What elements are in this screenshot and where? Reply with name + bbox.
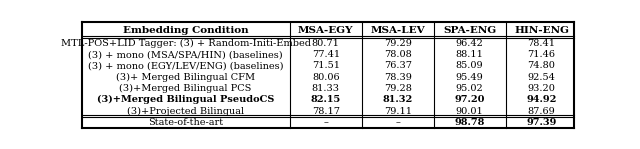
Text: (3) + mono (EGY/LEV/ENG) (baselines): (3) + mono (EGY/LEV/ENG) (baselines) bbox=[88, 61, 284, 70]
Text: –: – bbox=[323, 118, 328, 127]
Text: 95.02: 95.02 bbox=[456, 84, 483, 93]
Text: 90.01: 90.01 bbox=[456, 107, 483, 116]
Text: 79.28: 79.28 bbox=[384, 84, 412, 93]
Text: 93.20: 93.20 bbox=[527, 84, 556, 93]
Text: 98.78: 98.78 bbox=[454, 118, 484, 127]
Text: 78.39: 78.39 bbox=[384, 73, 412, 82]
Text: 71.46: 71.46 bbox=[527, 50, 556, 59]
Text: 97.39: 97.39 bbox=[526, 118, 557, 127]
Text: 85.09: 85.09 bbox=[456, 61, 483, 70]
Text: 81.33: 81.33 bbox=[312, 84, 340, 93]
Text: MSA-LEV: MSA-LEV bbox=[371, 26, 425, 35]
Text: Embedding Condition: Embedding Condition bbox=[123, 26, 248, 35]
Text: State-of-the-art: State-of-the-art bbox=[148, 118, 223, 127]
Text: (3)+ Merged Bilingual CFM: (3)+ Merged Bilingual CFM bbox=[116, 73, 255, 82]
Text: 74.80: 74.80 bbox=[527, 61, 556, 70]
Text: 95.49: 95.49 bbox=[456, 73, 483, 82]
Text: MSA-EGY: MSA-EGY bbox=[298, 26, 353, 35]
Text: 71.51: 71.51 bbox=[312, 61, 340, 70]
Text: 96.42: 96.42 bbox=[456, 39, 484, 48]
Text: 94.92: 94.92 bbox=[526, 95, 557, 104]
Text: –: – bbox=[396, 118, 400, 127]
Text: 79.29: 79.29 bbox=[384, 39, 412, 48]
Text: (3)+Merged Bilingual PCS: (3)+Merged Bilingual PCS bbox=[120, 84, 252, 93]
Text: 76.37: 76.37 bbox=[384, 61, 412, 70]
Text: (3)+Projected Bilingual: (3)+Projected Bilingual bbox=[127, 107, 244, 116]
Text: 78.08: 78.08 bbox=[384, 50, 412, 59]
Text: MTL-POS+LID Tagger: (3) + Random-Initi-Embed: MTL-POS+LID Tagger: (3) + Random-Initi-E… bbox=[61, 39, 310, 48]
Text: 97.20: 97.20 bbox=[454, 95, 485, 104]
Text: 77.41: 77.41 bbox=[312, 50, 340, 59]
Text: 78.41: 78.41 bbox=[527, 39, 556, 48]
Text: 82.15: 82.15 bbox=[310, 95, 341, 104]
Text: (3) + mono (MSA/SPA/HIN) (baselines): (3) + mono (MSA/SPA/HIN) (baselines) bbox=[88, 50, 283, 59]
Text: 80.71: 80.71 bbox=[312, 39, 340, 48]
Text: 80.06: 80.06 bbox=[312, 73, 340, 82]
Text: 88.11: 88.11 bbox=[456, 50, 484, 59]
Text: SPA-ENG: SPA-ENG bbox=[443, 26, 496, 35]
Text: HIN-ENG: HIN-ENG bbox=[514, 26, 569, 35]
Text: (3)+Merged Bilingual PseudoCS: (3)+Merged Bilingual PseudoCS bbox=[97, 95, 275, 104]
Text: 79.11: 79.11 bbox=[384, 107, 412, 116]
Text: 87.69: 87.69 bbox=[527, 107, 556, 116]
Text: 78.17: 78.17 bbox=[312, 107, 340, 116]
Text: 81.32: 81.32 bbox=[383, 95, 413, 104]
Text: 92.54: 92.54 bbox=[527, 73, 556, 82]
